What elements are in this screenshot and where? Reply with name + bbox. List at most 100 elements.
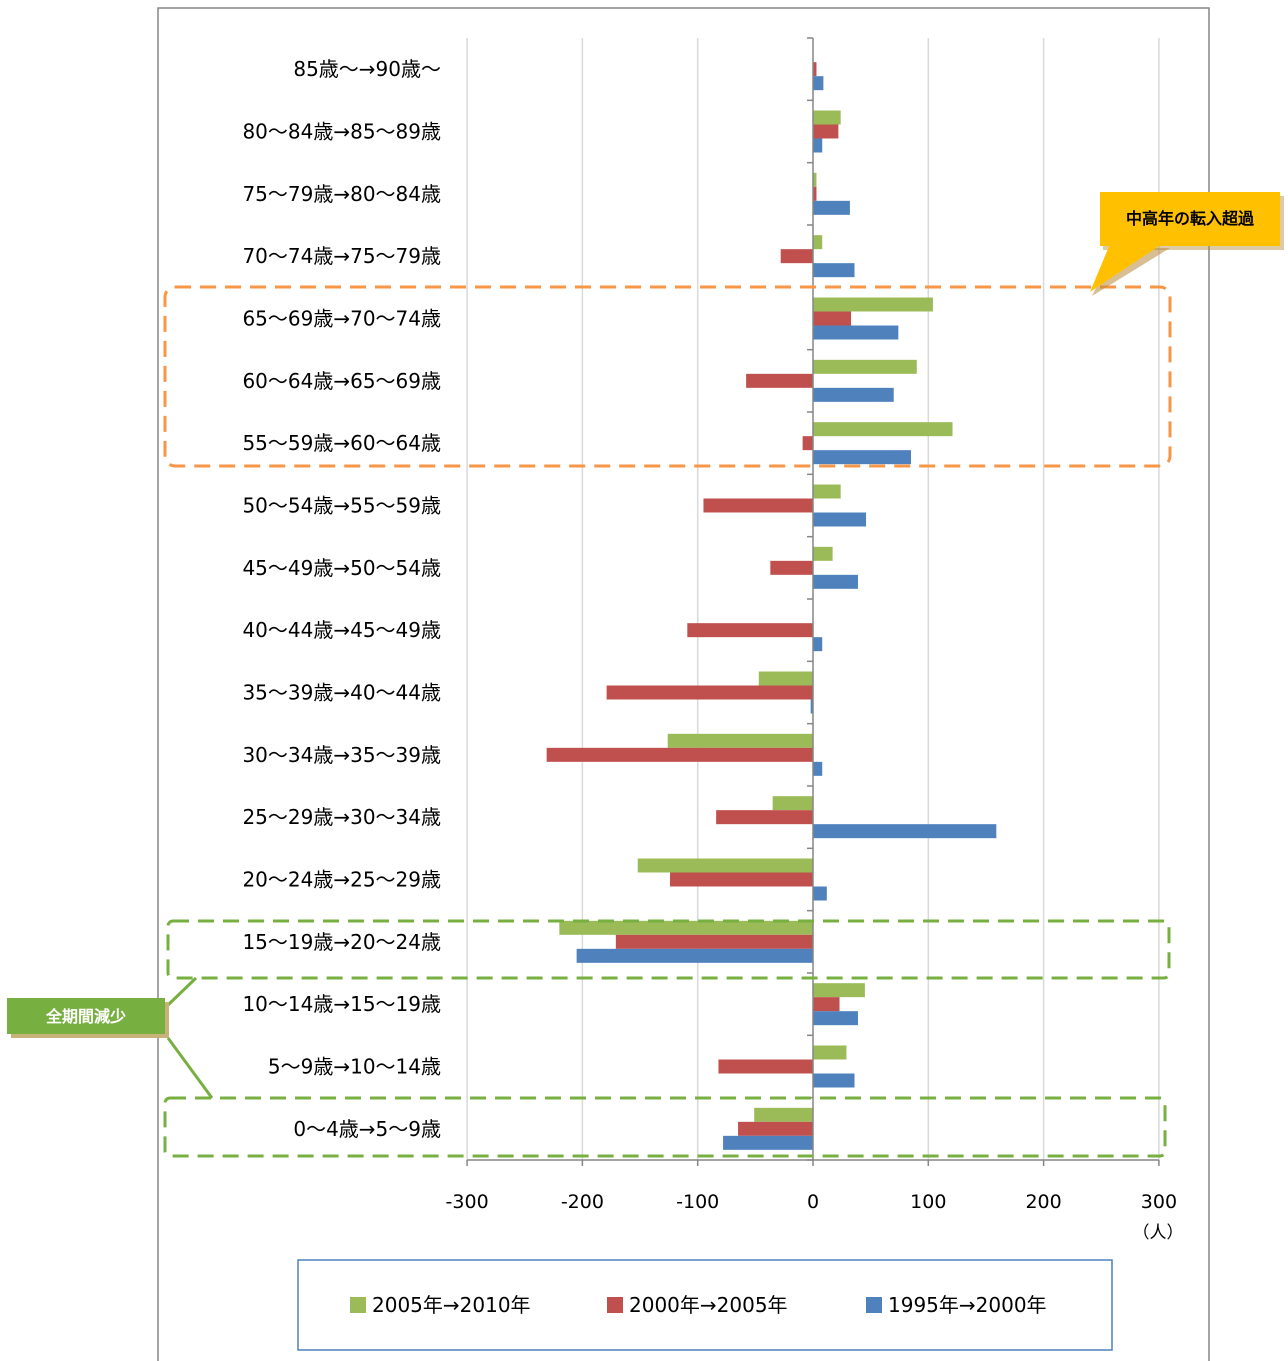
bar-layer [546, 62, 997, 1150]
category-label: 75〜79歳→80〜84歳 [242, 182, 441, 206]
callout-line-upper [166, 976, 198, 1007]
label-layer: -300 -200 -100 0 100 200 300 （人） 85歳〜→90歳〜 80〜84歳… [242, 57, 1183, 1243]
bar [813, 512, 867, 527]
bar [813, 138, 823, 153]
callout-pointer [1090, 244, 1162, 292]
bar [667, 733, 813, 748]
bar [758, 671, 813, 686]
category-label: 60〜64歳→65〜69歳 [242, 369, 441, 393]
bar [780, 249, 813, 264]
bar [813, 886, 827, 901]
bar [813, 110, 841, 125]
callout-box-decrease [7, 998, 165, 1034]
category-label: 65〜69歳→70〜74歳 [242, 307, 441, 331]
bar [606, 685, 813, 700]
bar [637, 858, 813, 873]
x-tick-label: 200 [1025, 1191, 1061, 1213]
x-tick-label: 300 [1141, 1191, 1177, 1213]
bar [576, 948, 813, 963]
bar [813, 172, 817, 187]
category-label: 35〜39歳→40〜44歳 [242, 681, 441, 705]
bar [813, 62, 817, 77]
bar [813, 983, 865, 998]
bar [813, 574, 858, 589]
callout-box-midlife [1100, 192, 1280, 246]
x-tick-label: -100 [676, 1191, 719, 1213]
legend-swatch [607, 1297, 623, 1313]
grid-layer [466, 38, 1160, 1160]
legend-entry: 2005年→2010年 [372, 1293, 531, 1317]
bar [813, 263, 855, 278]
category-label: 70〜74歳→75〜79歳 [242, 244, 441, 268]
bar [716, 810, 813, 825]
x-tick-label: 0 [807, 1191, 819, 1213]
bar [687, 623, 813, 638]
bar [813, 235, 823, 250]
bar [813, 1073, 855, 1088]
x-tick-label: 100 [910, 1191, 946, 1213]
category-label: 40〜44歳→45〜49歳 [242, 618, 441, 642]
bar [723, 1135, 813, 1150]
bar [810, 699, 813, 714]
bar [754, 1107, 813, 1122]
legend-entry: 1995年→2000年 [888, 1293, 1047, 1317]
bar [813, 546, 833, 561]
bar [813, 824, 997, 839]
legend-swatch [866, 1297, 882, 1313]
legend: 2005年→2010年 2000年→2005年 1995年→2000年 [297, 1259, 1113, 1351]
bar [813, 200, 850, 215]
callout-label-decrease: 全期間減少 [45, 1007, 126, 1026]
category-label: 10〜14歳→15〜19歳 [242, 992, 441, 1016]
axis-layer [466, 37, 1160, 1166]
category-label: 50〜54歳→55〜59歳 [242, 494, 441, 518]
legend-entry: 2000年→2005年 [629, 1293, 788, 1317]
plot-frame [157, 7, 1210, 1361]
bar [813, 761, 823, 776]
category-label: 5〜9歳→10〜14歳 [268, 1055, 441, 1079]
callout-line-lower [166, 1037, 214, 1099]
callout-label-midlife: 中高年の転入超過 [1126, 209, 1255, 228]
highlight-box-midlife [163, 285, 1172, 468]
bar [813, 387, 894, 402]
legend-swatch [350, 1297, 366, 1313]
category-label: 80〜84歳→85〜89歳 [242, 120, 441, 144]
bar [559, 920, 813, 935]
bar [546, 747, 813, 762]
bar [813, 297, 933, 312]
bar [813, 450, 912, 465]
bar [670, 872, 813, 887]
category-label: 85歳〜→90歳〜 [293, 57, 441, 81]
bar [813, 422, 953, 437]
bar [772, 796, 813, 811]
bar [813, 1011, 858, 1026]
bar [813, 1045, 847, 1060]
bar [813, 359, 917, 374]
bar [703, 498, 813, 513]
bar [813, 311, 852, 326]
category-label: 30〜34歳→35〜39歳 [242, 743, 441, 767]
bar [813, 124, 839, 139]
x-tick-label: -200 [561, 1191, 604, 1213]
x-unit-label: （人） [1133, 1223, 1184, 1243]
bar [813, 484, 841, 499]
bar [615, 934, 813, 949]
bar [738, 1121, 813, 1136]
highlight-box-15-19 [166, 919, 1171, 980]
bar [813, 637, 823, 652]
bar [802, 436, 813, 451]
category-label: 55〜59歳→60〜64歳 [242, 431, 441, 455]
category-label: 45〜49歳→50〜54歳 [242, 556, 441, 580]
x-tick-label: -300 [446, 1191, 489, 1213]
bar [746, 373, 813, 388]
category-label: 0〜4歳→5〜9歳 [293, 1117, 441, 1141]
bar [813, 76, 824, 91]
bar [813, 997, 840, 1012]
bar [813, 186, 817, 201]
bar [718, 1059, 813, 1074]
legend-box [297, 1259, 1113, 1351]
category-label: 20〜24歳→25〜29歳 [242, 868, 441, 892]
bar [770, 560, 813, 575]
category-label: 25〜29歳→30〜34歳 [242, 805, 441, 829]
